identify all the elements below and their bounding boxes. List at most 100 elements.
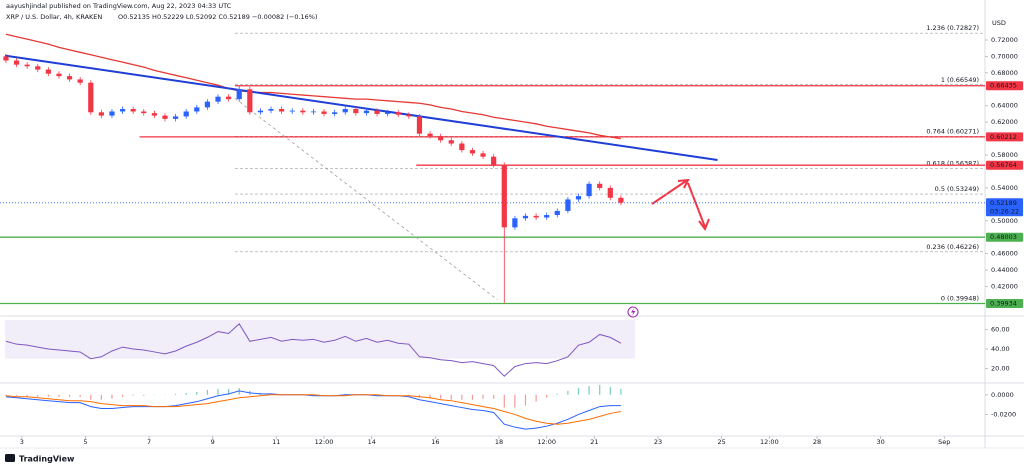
- macd-histogram: [609, 386, 611, 395]
- candle-body: [300, 110, 306, 113]
- price-tag: [986, 160, 1023, 170]
- y-tick-label: 0.72000: [991, 36, 1018, 44]
- candle-body: [438, 136, 444, 141]
- candle-body: [77, 79, 83, 83]
- macd-histogram: [58, 394, 60, 397]
- candle-body: [491, 156, 497, 165]
- y-tick-label: 40.00: [991, 345, 1010, 353]
- candle-body: [575, 196, 582, 200]
- candle-body: [512, 218, 518, 228]
- macd-histogram: [143, 394, 145, 396]
- x-tick-label: Sep: [938, 438, 950, 446]
- x-tick-label: 9: [211, 438, 215, 446]
- y-tick-label: 0.50000: [991, 217, 1018, 225]
- candle-body: [618, 197, 624, 203]
- alert-icon[interactable]: [627, 306, 639, 318]
- y-tick-label: 20.00: [991, 364, 1010, 372]
- fib-label: 1.236 (0.72827): [926, 24, 979, 32]
- macd-histogram: [429, 394, 431, 399]
- x-tick-label: 3: [20, 438, 24, 446]
- candle-body: [66, 76, 73, 80]
- candle-body: [257, 110, 264, 113]
- trendline: [4, 54, 718, 161]
- x-tick-label: 21: [590, 438, 598, 446]
- candle-body: [151, 113, 158, 116]
- price-tag-label: 0.39934: [990, 300, 1017, 308]
- price-tag-label: 0.52189: [990, 199, 1017, 207]
- candle-body: [554, 210, 560, 216]
- macd-histogram: [546, 394, 548, 398]
- candle-body: [56, 73, 62, 77]
- macd-histogram: [111, 394, 113, 399]
- candle-body: [597, 183, 603, 188]
- macd-histogram: [37, 394, 39, 397]
- x-tick-label: 14: [368, 438, 376, 446]
- macd-histogram: [185, 392, 187, 395]
- macd-histogram: [132, 394, 134, 396]
- candle-body: [45, 69, 51, 74]
- candle-body: [586, 183, 592, 197]
- candle-body: [480, 153, 486, 157]
- candle-body: [24, 64, 30, 67]
- candle-body: [310, 111, 317, 113]
- x-tick-label: 18: [495, 438, 503, 446]
- macd-histogram: [577, 387, 580, 395]
- candle-body: [279, 109, 285, 112]
- price-tag-label: 0.56764: [990, 161, 1017, 169]
- y-tick-label: 0.64000: [991, 102, 1018, 110]
- candle-body: [459, 143, 465, 151]
- macd-histogram: [461, 394, 463, 400]
- x-tick-label: 7: [147, 438, 151, 446]
- fib-label: 0.236 (0.46226): [926, 243, 979, 251]
- candle-body: [416, 116, 423, 134]
- fib-label: 0 (0.39948): [941, 294, 979, 302]
- currency: USD: [992, 19, 1006, 27]
- x-tick-label: 23: [654, 438, 662, 446]
- candle-body: [406, 114, 412, 117]
- ohlc-legend: O0.52135 H0.52229 L0.52092 C0.52189 −0.0…: [118, 13, 318, 21]
- x-tick-label: 30: [877, 438, 885, 446]
- price-tag-label: 0.48003: [990, 233, 1017, 241]
- candle-body: [332, 112, 338, 114]
- x-tick-label: 16: [431, 438, 439, 446]
- macd-histogram: [68, 394, 71, 397]
- candle-body: [172, 116, 179, 119]
- candle-body: [35, 66, 41, 70]
- macd-histogram: [599, 385, 601, 395]
- y-tick-label: 0.54000: [991, 184, 1018, 192]
- macd-histogram: [503, 394, 505, 408]
- price-tag: [986, 81, 1023, 91]
- rsi-line: [5, 323, 622, 377]
- candle-body: [194, 107, 200, 112]
- macd-histogram: [556, 393, 558, 395]
- macd-histogram: [196, 391, 198, 395]
- macd-histogram: [5, 394, 7, 396]
- chart-title: XRP / U.S. Dollar, 4h, KRAKEN: [6, 13, 102, 21]
- countdown: 03:26:22: [990, 207, 1019, 215]
- candle-body: [226, 96, 232, 100]
- fib-label: 0.5 (0.53249): [935, 185, 979, 193]
- y-tick-label: 0.70000: [991, 52, 1018, 60]
- branding: TradingView: [19, 455, 75, 464]
- x-tick-label: 12:00: [537, 438, 556, 446]
- price-tag-label: 0.66435: [990, 82, 1017, 90]
- candle-body: [268, 109, 274, 111]
- fib-label: 0.764 (0.60271): [926, 127, 979, 135]
- arrow-down: [687, 182, 710, 232]
- candle-body: [289, 110, 295, 112]
- macd-histogram: [206, 389, 208, 395]
- candle-body: [3, 56, 9, 61]
- y-tick-label: 0.44000: [991, 266, 1018, 274]
- candle-body: [565, 199, 571, 211]
- macd-histogram: [217, 388, 219, 395]
- candle-body: [119, 109, 126, 112]
- publisher: aayushjindal published on TradingView.co…: [6, 2, 232, 10]
- candle-body: [385, 112, 391, 114]
- macd-histogram: [174, 393, 177, 395]
- fib-label: 1 (0.66549): [941, 76, 979, 84]
- y-tick-label: 0.46000: [991, 250, 1018, 258]
- candle-body: [162, 115, 168, 119]
- macd-histogram: [493, 394, 495, 399]
- candle-body: [204, 101, 210, 108]
